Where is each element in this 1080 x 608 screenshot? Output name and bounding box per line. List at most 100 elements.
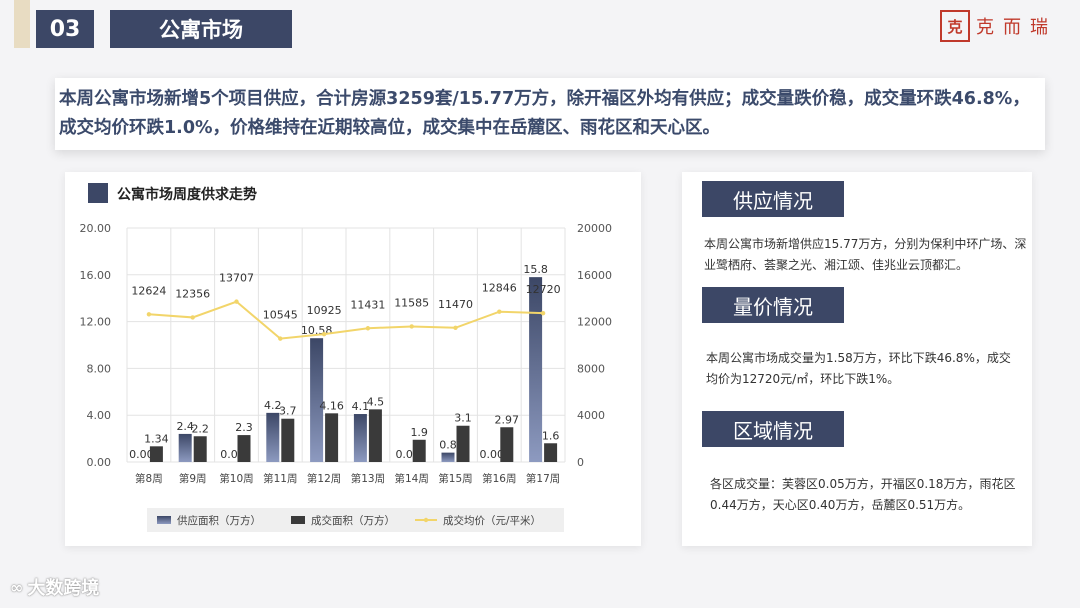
supply-data-label: 0.0 — [395, 448, 413, 461]
price-line — [148, 300, 544, 340]
deal-bar — [368, 409, 382, 462]
legend-marker-price — [423, 517, 429, 523]
supply-data-label: 15.8 — [523, 263, 548, 276]
supply-bar — [441, 452, 455, 462]
price-point — [278, 336, 283, 341]
logo-text: 克而瑞 — [976, 17, 1057, 38]
price-data-label: 12846 — [482, 282, 517, 295]
y-right-tick-label: 0 — [577, 456, 584, 469]
price-point — [146, 312, 152, 317]
supply-bar — [266, 412, 280, 462]
price-data-label: 10925 — [307, 304, 342, 317]
y-right-tick-label: 4000 — [577, 409, 605, 422]
deal-data-label: 1.6 — [542, 429, 560, 442]
supply-data-label: 0.00 — [480, 448, 505, 461]
deal-data-label: 4.16 — [319, 399, 344, 412]
logo-seal-icon: 克 — [940, 10, 970, 42]
section-number: 03 — [36, 10, 94, 48]
supply-heading: 供应情况 — [702, 181, 844, 217]
deal-bar — [500, 427, 514, 462]
x-tick-label: 第12周 — [307, 472, 341, 485]
x-tick-label: 第9周 — [179, 472, 207, 485]
deal-bar — [412, 439, 426, 462]
deal-data-label: 4.5 — [367, 395, 385, 408]
x-tick-label: 第16周 — [482, 472, 516, 485]
legend-swatch-deal — [291, 516, 305, 524]
watermark-icon: ∞ — [10, 577, 24, 597]
price-text: 本周公寓市场成交量为1.58万方，环比下跌46.8%，成交均价为12720元/㎡… — [706, 351, 1011, 386]
legend-box — [147, 508, 564, 532]
watermark-text: 大数跨境 — [27, 578, 100, 599]
region-heading: 区域情况 — [702, 411, 844, 447]
y-right-tick-label: 8000 — [577, 362, 605, 375]
legend-label-price: 成交均价（元/平米） — [443, 514, 541, 527]
price-point — [190, 315, 195, 320]
deal-data-label: 3.7 — [279, 405, 297, 418]
supply-data-label: 0.00 — [129, 448, 154, 461]
deal-data-label: 2.3 — [235, 421, 253, 434]
y-right-tick-label: 12000 — [577, 316, 612, 329]
brand-logo: 克 克而瑞 — [940, 10, 1057, 42]
y-right-tick-label: 20000 — [577, 222, 612, 235]
supply-data-label: 2.4 — [176, 420, 194, 433]
supply-bar — [310, 338, 324, 462]
header-decoration — [14, 0, 30, 48]
supply-data-label: 4.1 — [352, 400, 370, 413]
y-left-tick-label: 20.00 — [80, 222, 112, 235]
watermark: ∞ 大数跨境 — [10, 574, 99, 600]
supply-data-label: 0.8 — [439, 439, 457, 452]
x-tick-label: 第15周 — [438, 472, 472, 485]
price-data-label: 11470 — [438, 298, 473, 311]
price-data-label: 10545 — [263, 309, 298, 322]
deal-bar — [456, 425, 470, 462]
deal-data-label: 3.1 — [454, 412, 472, 425]
summary-box: 本周公寓市场新增5个项目供应，合计房源3259套/15.77万方，除开福区外均有… — [55, 78, 1045, 150]
y-left-tick-label: 16.00 — [80, 269, 112, 282]
summary-text: 本周公寓市场新增5个项目供应，合计房源3259套/15.77万方，除开福区外均有… — [59, 89, 1030, 138]
section-title: 公寓市场 — [110, 10, 292, 48]
price-data-label: 13707 — [219, 272, 254, 285]
deal-data-label: 1.34 — [144, 432, 169, 445]
price-heading: 量价情况 — [702, 287, 844, 323]
supply-bar — [529, 277, 543, 462]
y-left-tick-label: 12.00 — [80, 316, 112, 329]
supply-text: 本周公寓市场新增供应15.77万方，分别为保利中环广场、深业鹭栖府、荟聚之光、湘… — [704, 237, 1027, 272]
legend-swatch-supply — [157, 516, 171, 524]
x-tick-label: 第8周 — [135, 472, 163, 485]
y-left-tick-label: 0.00 — [87, 456, 112, 469]
deal-bar — [281, 418, 295, 462]
y-right-tick-label: 16000 — [577, 269, 612, 282]
price-data-label: 12720 — [526, 283, 561, 296]
logo-seal-glyph: 克 — [947, 17, 963, 36]
supply-data-label: 4.2 — [264, 399, 282, 412]
price-point — [365, 326, 371, 331]
price-point — [321, 331, 327, 337]
price-point — [234, 299, 239, 304]
deal-bar — [325, 413, 339, 462]
x-tick-label: 第11周 — [263, 472, 297, 485]
price-point — [453, 325, 458, 331]
chart-title-marker — [88, 183, 108, 203]
supply-bar — [178, 433, 192, 462]
price-data-label: 12356 — [175, 287, 210, 300]
info-panel: 供应情况 本周公寓市场新增供应15.77万方，分别为保利中环广场、深业鹭栖府、荟… — [682, 172, 1032, 546]
deal-bar — [149, 446, 163, 462]
y-left-tick-label: 4.00 — [87, 409, 112, 422]
x-tick-label: 第10周 — [219, 472, 253, 485]
price-data-label: 11431 — [350, 298, 385, 311]
supply-bar — [353, 414, 367, 462]
deal-bar — [193, 436, 207, 462]
x-tick-label: 第14周 — [395, 472, 429, 485]
price-point — [409, 324, 414, 329]
deal-data-label: 2.2 — [191, 422, 209, 435]
region-text: 各区成交量：芙蓉区0.05万方，开福区0.18万方，雨花区0.44万方，天心区0… — [710, 477, 1016, 512]
legend-label-deal: 成交面积（万方） — [311, 514, 395, 527]
price-data-label: 11585 — [394, 296, 429, 309]
price-point — [497, 309, 502, 314]
legend-label-supply: 供应面积（万方） — [177, 514, 261, 527]
deal-data-label: 2.97 — [495, 413, 520, 426]
deal-bar — [544, 443, 558, 462]
deal-data-label: 1.9 — [410, 426, 428, 439]
deal-bar — [237, 435, 251, 462]
supply-demand-chart: 0.00 0 4.00 4000 8.00 8000 12.00 12000 16.00 1600… — [80, 222, 612, 532]
